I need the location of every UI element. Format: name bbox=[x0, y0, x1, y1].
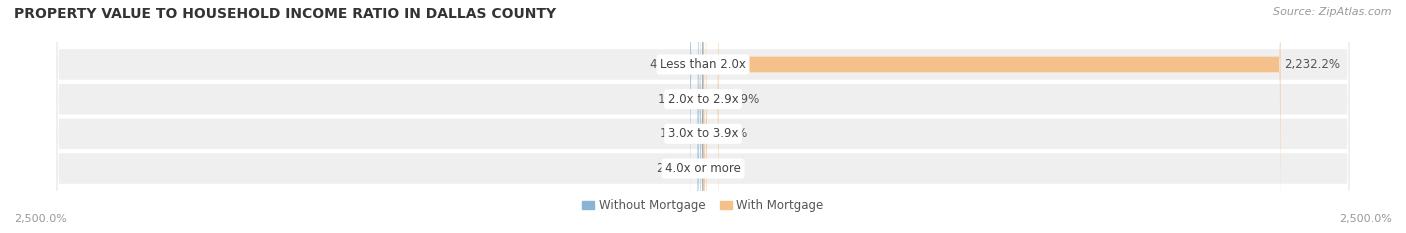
Text: Source: ZipAtlas.com: Source: ZipAtlas.com bbox=[1274, 7, 1392, 17]
FancyBboxPatch shape bbox=[699, 0, 703, 233]
FancyBboxPatch shape bbox=[690, 0, 703, 233]
Text: 2.0x to 2.9x: 2.0x to 2.9x bbox=[668, 93, 738, 106]
Text: 4.0x or more: 4.0x or more bbox=[665, 162, 741, 175]
Text: 17.5%: 17.5% bbox=[658, 93, 695, 106]
Legend: Without Mortgage, With Mortgage: Without Mortgage, With Mortgage bbox=[582, 199, 824, 212]
FancyBboxPatch shape bbox=[703, 0, 704, 233]
FancyBboxPatch shape bbox=[56, 0, 1350, 233]
Text: 7.9%: 7.9% bbox=[709, 162, 738, 175]
Text: 2,500.0%: 2,500.0% bbox=[1339, 214, 1392, 224]
Text: 2,232.2%: 2,232.2% bbox=[1284, 58, 1340, 71]
Text: 49.1%: 49.1% bbox=[650, 58, 686, 71]
Text: 10.2%: 10.2% bbox=[659, 127, 696, 140]
FancyBboxPatch shape bbox=[703, 0, 1281, 233]
FancyBboxPatch shape bbox=[703, 0, 718, 233]
FancyBboxPatch shape bbox=[700, 0, 703, 233]
Text: 59.9%: 59.9% bbox=[723, 93, 759, 106]
FancyBboxPatch shape bbox=[703, 0, 707, 233]
Text: 2,500.0%: 2,500.0% bbox=[14, 214, 67, 224]
Text: PROPERTY VALUE TO HOUSEHOLD INCOME RATIO IN DALLAS COUNTY: PROPERTY VALUE TO HOUSEHOLD INCOME RATIO… bbox=[14, 7, 557, 21]
Text: 3.0x to 3.9x: 3.0x to 3.9x bbox=[668, 127, 738, 140]
Text: Less than 2.0x: Less than 2.0x bbox=[659, 58, 747, 71]
Text: 21.0%: 21.0% bbox=[657, 162, 693, 175]
Text: 15.2%: 15.2% bbox=[711, 127, 748, 140]
FancyBboxPatch shape bbox=[56, 0, 1350, 233]
FancyBboxPatch shape bbox=[697, 0, 703, 233]
FancyBboxPatch shape bbox=[56, 0, 1350, 233]
FancyBboxPatch shape bbox=[56, 0, 1350, 233]
